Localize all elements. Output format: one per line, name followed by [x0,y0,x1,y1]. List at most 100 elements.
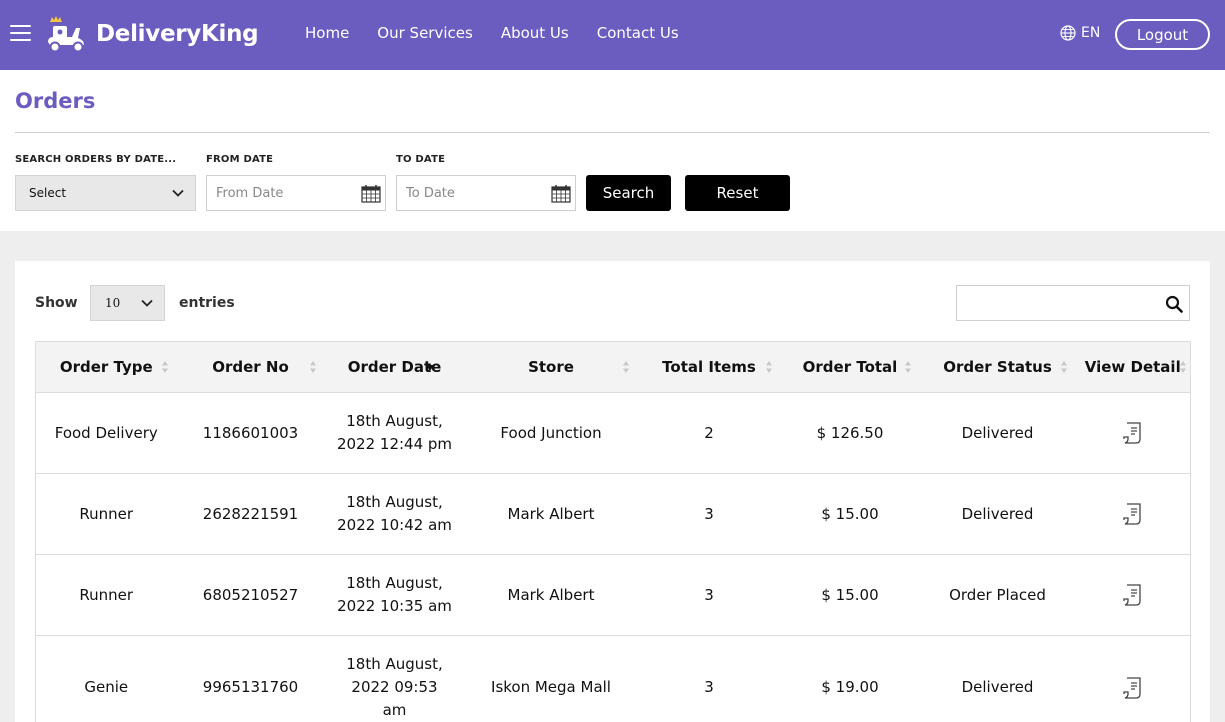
delivery-scooter-icon [48,16,84,53]
page-title: Orders [15,89,96,113]
from-date-label: FROM DATE [206,154,274,165]
sort-arrows-icon [622,361,629,373]
cell-order-date: 18th August, 2022 12:44 pm [324,392,465,474]
table-row: Runner 2628221591 18th August, 2022 10:42… [35,473,1191,555]
entries-label: entries [179,295,235,311]
cell-order-no: 6805210527 [176,554,325,636]
sort-arrows-icon [765,361,772,373]
col-view-detail-label: View Detail [1084,358,1181,376]
date-line: 2022 10:35 am [337,597,452,615]
cell-view-detail [1075,392,1191,474]
receipt-icon[interactable] [1122,502,1144,526]
cell-order-no: 9965131760 [176,635,325,722]
col-order-no[interactable]: Order No [176,341,325,393]
top-navbar: DeliveryKing Home Our Services About Us … [0,0,1225,70]
brand-name: DeliveryKing [96,21,259,47]
from-date-field [206,175,386,211]
language-selector[interactable]: EN [1060,25,1100,41]
main-nav: Home Our Services About Us Contact Us [305,24,679,42]
nav-contact-us[interactable]: Contact Us [596,24,679,42]
calendar-icon[interactable] [361,184,381,203]
cell-store: Mark Albert [464,473,638,555]
cell-order-type: Runner [35,473,177,555]
cell-order-total: $ 19.00 [780,635,920,722]
col-total-items[interactable]: Total Items [637,341,781,393]
table-row: Genie 9965131760 18th August, 2022 09:53 a… [35,635,1191,722]
col-store[interactable]: Store [464,341,638,393]
date-line: 18th August, [346,655,443,673]
table-row: Runner 6805210527 18th August, 2022 10:35… [35,554,1191,636]
search-icon[interactable] [1165,295,1183,313]
cell-store: Iskon Mega Mall [464,635,638,722]
search-by-date-select[interactable]: Select [15,175,196,211]
reset-button[interactable]: Reset [685,175,790,211]
date-line: 2022 09:53 [351,678,438,696]
sort-arrows-icon [1180,361,1186,373]
col-order-total[interactable]: Order Total [780,341,920,393]
from-date-input[interactable] [207,176,347,210]
cell-order-no: 1186601003 [176,392,325,474]
col-order-status-label: Order Status [943,358,1052,376]
logout-button[interactable]: Logout [1115,19,1210,50]
brand-logo[interactable]: DeliveryKing [44,14,259,54]
globe-icon [1060,25,1076,41]
hamburger-icon[interactable] [10,25,31,43]
cell-order-type: Food Delivery [35,392,177,474]
date-line: 18th August, [346,412,443,430]
table-search-input[interactable] [957,286,1157,320]
table-row: Food Delivery 1186601003 18th August, 202… [35,392,1191,474]
cell-total-items: 3 [637,473,781,555]
col-total-items-label: Total Items [662,358,756,376]
title-divider [15,132,1210,133]
cell-order-total: $ 126.50 [780,392,920,474]
receipt-icon[interactable] [1122,676,1144,700]
cell-view-detail [1075,473,1191,555]
cell-order-status: Delivered [919,473,1076,555]
sort-arrows-icon [1060,361,1067,373]
date-line: 2022 12:44 pm [336,435,453,453]
receipt-icon[interactable] [1122,421,1144,445]
date-line: 18th August, [346,574,443,592]
cell-total-items: 3 [637,554,781,636]
cell-order-date: 18th August, 2022 10:42 am [324,473,465,555]
entries-per-page-value: 10 [105,296,121,310]
col-view-detail[interactable]: View Detail [1075,341,1191,393]
calendar-icon[interactable] [551,184,571,203]
cell-order-total: $ 15.00 [780,554,920,636]
col-order-status[interactable]: Order Status [919,341,1076,393]
cell-order-date: 18th August, 2022 10:35 am [324,554,465,636]
cell-total-items: 2 [637,392,781,474]
cell-order-type: Runner [35,554,177,636]
cell-order-no: 2628221591 [176,473,325,555]
cell-view-detail [1075,554,1191,636]
cell-order-total: $ 15.00 [780,473,920,555]
cell-order-date: 18th August, 2022 09:53 am [324,635,465,722]
col-order-type[interactable]: Order Type [35,341,177,393]
col-order-no-label: Order No [212,358,289,376]
to-date-input[interactable] [397,176,537,210]
col-store-label: Store [528,358,574,376]
cell-store: Food Junction [464,392,638,474]
nav-about-us[interactable]: About Us [500,24,569,42]
chevron-down-icon [172,189,184,197]
nav-our-services[interactable]: Our Services [377,24,473,42]
orders-table: Order Type Order No Order Date Store Tot… [35,341,1191,722]
col-order-date[interactable]: Order Date [324,341,465,393]
date-line: 18th August, [346,493,443,511]
receipt-icon[interactable] [1122,583,1144,607]
col-order-type-label: Order Type [59,358,153,376]
entries-per-page-select[interactable]: 10 [90,285,165,321]
search-button[interactable]: Search [586,175,671,211]
nav-home[interactable]: Home [305,24,350,42]
col-order-date-label: Order Date [347,358,442,376]
chevron-down-icon [141,299,153,307]
sort-arrows-icon [309,361,316,373]
cell-order-status: Delivered [919,635,1076,722]
sort-arrows-icon [904,361,911,373]
cell-view-detail [1075,635,1191,722]
cell-order-status: Delivered [919,392,1076,474]
sort-desc-icon [425,365,434,371]
show-label: Show [35,295,78,311]
date-line: am [382,701,407,719]
language-code: EN [1081,25,1101,41]
